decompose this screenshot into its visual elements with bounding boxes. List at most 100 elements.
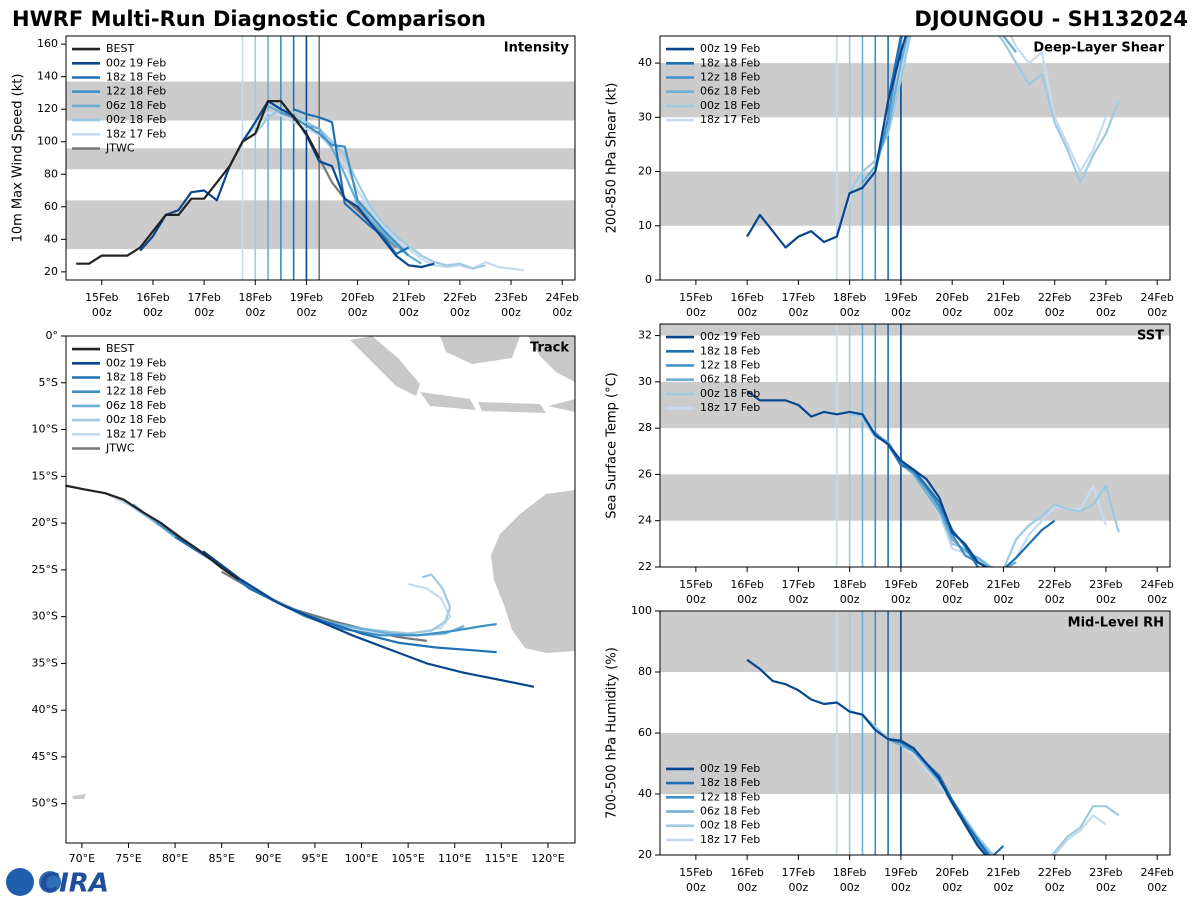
x-tick-label: 20Feb 00z (935, 291, 968, 319)
x-tick-label: 22Feb 00z (443, 291, 476, 319)
y-tick-label: 100 (37, 135, 58, 148)
y-tick-label: 60 (638, 726, 652, 739)
x-tick-label-line: 16Feb (730, 866, 763, 879)
x-tick-label-line: 00z (143, 306, 163, 319)
legend-label: 06z 18 Feb (700, 373, 760, 386)
x-tick-label-line: 18Feb (833, 578, 866, 591)
series-line (746, 390, 989, 567)
legend-label: 12z 18 Feb (106, 385, 166, 398)
shading-band (660, 324, 1170, 336)
shading-band (660, 611, 1170, 672)
x-tick-label-line: 24Feb (1140, 291, 1173, 304)
shading-band (660, 733, 1170, 794)
x-tick-label-line: 00z (840, 306, 860, 319)
y-tick-label: 5°S (39, 376, 58, 389)
y-tick-label: 30 (638, 110, 652, 123)
legend-label: 18z 18 Feb (700, 56, 760, 69)
x-tick-label: 22Feb 00z (1038, 578, 1071, 606)
y-tick-label: 20 (44, 265, 58, 278)
time-series-panel: 15Feb 00z 16Feb 00z 17Feb 00z 18Feb 00z 19Feb 00z… (605, 35, 1174, 319)
y-tick-label: 40°S (32, 703, 58, 716)
x-tick-label-line: 18Feb (833, 291, 866, 304)
y-tick-label: 20 (638, 848, 652, 861)
x-tick-label-line: 00z (686, 593, 706, 606)
series-line (76, 100, 321, 265)
x-tick-label-line: 00z (1147, 306, 1167, 319)
x-tick-label-line: 22Feb (1038, 578, 1071, 591)
shading-band (660, 474, 1170, 521)
legend-label: 12z 18 Feb (106, 85, 166, 98)
x-tick-label-line: 00z (552, 306, 572, 319)
landmass (440, 336, 520, 364)
x-tick-label: 17Feb 00z (782, 291, 815, 319)
x-tick-label-line: 00z (789, 306, 809, 319)
series-line (318, 157, 397, 249)
legend-label: 00z 19 Feb (700, 762, 760, 775)
x-tick-label: 85°E (208, 852, 234, 865)
logo: CIRA (6, 868, 109, 899)
panel-label: Mid-Level RH (1068, 616, 1164, 631)
x-tick-label-line: 23Feb (1089, 578, 1122, 591)
y-tick-label: 30 (638, 375, 652, 388)
x-tick-label: 21Feb 00z (392, 291, 425, 319)
legend-label: 18z 17 Feb (106, 127, 166, 140)
y-tick-label: 120 (37, 102, 58, 115)
legend-label: 06z 18 Feb (106, 99, 166, 112)
plot-area (66, 336, 575, 799)
x-tick-label-line: 00z (450, 306, 470, 319)
legend-label: 18z 17 Feb (700, 113, 760, 126)
y-tick-label: 140 (37, 70, 58, 83)
logo-text: CIRA (40, 869, 109, 899)
x-tick-label-line: 00z (789, 881, 809, 894)
x-tick-label: 115°E (485, 852, 518, 865)
axes-frame (65, 335, 576, 844)
x-tick-label: 15Feb 00z (679, 578, 712, 606)
x-tick-label-line: 00z (1045, 881, 1065, 894)
logo-emblem (6, 868, 34, 896)
legend-label: 18z 17 Feb (700, 833, 760, 846)
x-tick-label: 15Feb 00z (679, 291, 712, 319)
y-tick-label: 80 (44, 167, 58, 180)
x-tick-label-line: 21Feb (392, 291, 425, 304)
x-tick-label-line: 00z (994, 881, 1014, 894)
track-line (66, 484, 240, 581)
x-tick-label: 19Feb 00z (884, 866, 917, 894)
x-tick-label: 15Feb 00z (85, 291, 118, 319)
time-series-panel: 15Feb 00z 16Feb 00z 17Feb 00z 18Feb 00z 19Feb 00z… (605, 604, 1174, 894)
shading-band (660, 171, 1170, 226)
x-tick-label: 80°E (162, 852, 188, 865)
landmass (528, 336, 575, 382)
x-tick-label-line: 19Feb (884, 866, 917, 879)
x-tick-label-line: 17Feb (187, 291, 220, 304)
y-tick-label: 40 (638, 787, 652, 800)
legend-label: 18z 18 Feb (106, 71, 166, 84)
landmass (478, 402, 546, 413)
series-line (848, 36, 1120, 194)
y-tick-label: 100 (631, 604, 652, 617)
x-tick-label-line: 20Feb (935, 866, 968, 879)
legend-label: 06z 18 Feb (700, 85, 760, 98)
shading-band (66, 200, 575, 250)
y-tick-label: 25°S (32, 563, 58, 576)
y-tick-label: 80 (638, 665, 652, 678)
x-tick-label-line: 22Feb (1038, 291, 1071, 304)
y-axis-label: 200-850 hPa Shear (kt) (605, 83, 620, 234)
x-tick-label: 24Feb 00z (545, 291, 578, 319)
series-line (861, 415, 1017, 567)
legend-label: 00z 19 Feb (700, 42, 760, 55)
x-tick-label: 75°E (115, 852, 141, 865)
landmass (350, 336, 420, 396)
x-tick-label: 16Feb 00z (730, 578, 763, 606)
x-tick-label: 20Feb 00z (935, 866, 968, 894)
x-tick-label: 15Feb 00z (679, 866, 712, 894)
land (72, 336, 575, 799)
plot-area (660, 611, 1170, 855)
x-tick-label-line: 00z (840, 881, 860, 894)
x-tick-label-line: 16Feb (730, 291, 763, 304)
x-tick-label-line: 00z (399, 306, 419, 319)
legend-label: 18z 18 Feb (700, 344, 760, 357)
x-tick-label-line: 00z (1147, 593, 1167, 606)
